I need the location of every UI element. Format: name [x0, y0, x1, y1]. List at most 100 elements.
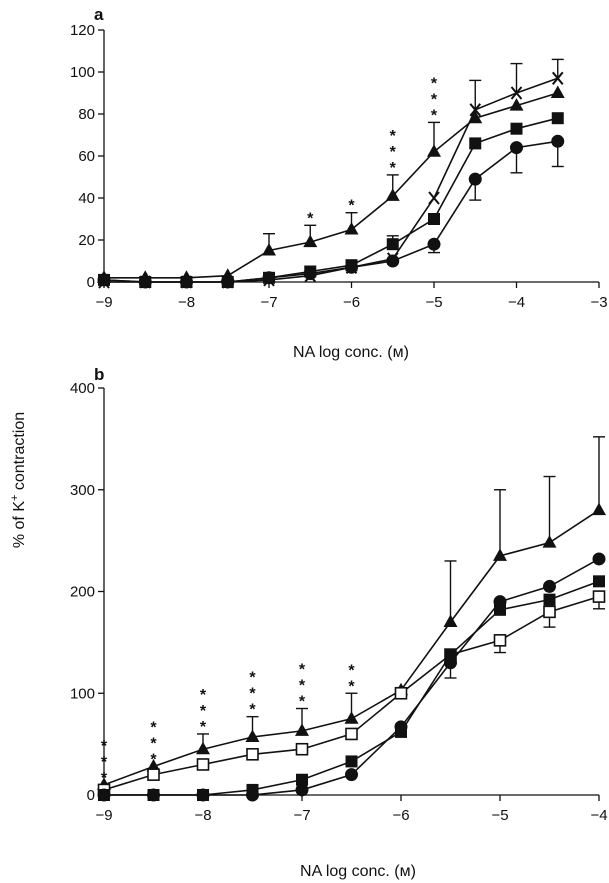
panel-a-point-circle [221, 275, 235, 289]
panel-b-significance-star: * [101, 754, 108, 771]
panel-a-label: a [94, 5, 104, 24]
y-axis-title: % of K+ contraction [9, 412, 28, 548]
panel-a-series-triangle-line [104, 92, 558, 279]
panel-a-x-tick-label: −7 [260, 294, 277, 311]
panel-b-point-circle [97, 788, 111, 802]
panel-b-point-open-square [246, 747, 259, 761]
panel-a-y-tick-label: 60 [78, 148, 95, 165]
panel-b-point-circle [295, 783, 309, 797]
panel-a-point-triangle [509, 98, 524, 111]
panel-b-significance-star: * [299, 694, 306, 711]
panel-b-point-triangle [443, 614, 458, 628]
panel-b-significance-star: * [249, 686, 256, 703]
panel-a-point-circle [468, 172, 482, 186]
panel-b-significance-star: * [101, 738, 108, 755]
panel-b-point-square [345, 755, 358, 768]
panel-a-y-tick-label: 100 [70, 64, 95, 81]
panel-a-significance-star: * [307, 210, 314, 227]
panel-b-significance-star: * [200, 719, 207, 736]
panel-b-point-triangle [295, 723, 309, 736]
panel-b-significance-star: * [150, 752, 157, 769]
panel-a-significance-star: * [431, 91, 438, 108]
panel-b-x-tick-label: −9 [95, 807, 112, 824]
panel-b-x-tick-label: −4 [590, 807, 607, 824]
panel-a-x-tick-label: −3 [590, 294, 607, 311]
panel-a-point-circle [303, 267, 317, 281]
panel-b-point-triangle [245, 729, 260, 743]
panel-a-point-square [551, 112, 564, 125]
panel-a-point-circle [386, 254, 400, 268]
panel-b-significance-star: * [299, 678, 306, 695]
panel-b-point-square [543, 593, 556, 606]
panel-b-x-tick-label: −5 [491, 807, 508, 824]
panel-b-x-axis-title: NA log conc. (м) [300, 863, 416, 880]
panel-a-point-circle [510, 141, 523, 155]
panel-b-label: b [94, 365, 104, 384]
panel-b-point-triangle [493, 548, 507, 561]
panel-a-point-square [428, 213, 440, 225]
panel-b-point-triangle [344, 711, 359, 724]
panel-b-point-triangle [196, 741, 210, 755]
panel-b-x-tick-label: −7 [293, 807, 310, 824]
panel-b-point-open-square [196, 758, 210, 771]
panel-a-point-cross [510, 86, 523, 100]
panel-a-x-tick-label: −4 [508, 294, 525, 311]
panel-a-point-triangle [262, 243, 276, 256]
panel-a-significance-star: * [348, 198, 355, 215]
panel-b-significance-star: * [249, 670, 256, 687]
panel-a-point-square [469, 137, 482, 150]
panel-a-series-circle-line [103, 140, 558, 283]
panel-a-x-tick-label: −6 [343, 294, 360, 311]
panel-a-significance-star: * [431, 107, 438, 124]
panel-b-significance-star: * [299, 662, 306, 679]
panel-b-point-circle [444, 656, 457, 670]
panel-a-point-triangle [344, 222, 359, 235]
panel-b-significance-star: * [200, 703, 207, 720]
panel-a-series-square-line [103, 117, 558, 283]
panel-a-x-tick-label: −8 [178, 294, 195, 311]
panel-a-significance: ******** [307, 75, 438, 227]
panel-b-point-square [296, 773, 308, 786]
panel-a-point-triangle [385, 188, 400, 201]
panel-a-y-tick-label: 120 [70, 22, 95, 39]
panel-b-significance-star: * [249, 702, 256, 719]
panel-b-point-circle [147, 788, 160, 802]
panel-b-significance-star: * [101, 770, 108, 787]
panel-a-point-cross [551, 71, 564, 85]
panel-a-point-square [510, 122, 523, 135]
panel-b-point-circle [246, 788, 259, 802]
panel-b-point-circle [493, 595, 507, 609]
panel-a-point-circle [262, 271, 276, 285]
panel-a-significance-star: * [390, 144, 397, 161]
panel-a-point-circle [180, 275, 193, 289]
panel-a-point-circle [97, 273, 111, 287]
panel-b-point-open-square [592, 590, 606, 603]
panel-b-y-tick-label: 100 [70, 685, 95, 702]
panel-a-y-tick-label: 20 [78, 232, 95, 249]
panel-a-significance-star: * [390, 160, 397, 177]
panel-b-significance-star: * [200, 687, 207, 704]
panel-a-significance-star: * [390, 128, 397, 145]
panel-b-y-tick-label: 400 [70, 380, 95, 397]
panel-a-point-cross [428, 191, 440, 205]
panel-a-point-cross [469, 103, 482, 117]
panel-a-series [97, 58, 565, 289]
panel-b-point-square [593, 575, 605, 588]
panel-b-significance: ***************** [101, 662, 356, 787]
panel-a-point-triangle [427, 144, 441, 157]
panel-b-point-circle [345, 768, 358, 782]
panel-a-significance-star: * [431, 75, 438, 92]
panel-b-point-circle [592, 552, 606, 566]
panel-b-axes: 0 100 200 300 400 −9 −8 −7 −6 −5 −4 [70, 380, 608, 824]
panel-b-point-triangle [542, 535, 557, 548]
panel-b-x-tick-label: −6 [392, 807, 409, 824]
panel-b-point-open-square [147, 768, 160, 781]
panel-b-significance-star: * [348, 678, 355, 695]
panel-b-significance-star: * [150, 720, 157, 737]
panel-b-series-triangle-line [103, 509, 600, 786]
panel-b-point-open-square [394, 686, 408, 700]
panel-b-x-tick-label: −8 [194, 807, 211, 824]
panel-a-point-circle [138, 275, 152, 289]
panel-a-point-triangle [550, 85, 565, 98]
